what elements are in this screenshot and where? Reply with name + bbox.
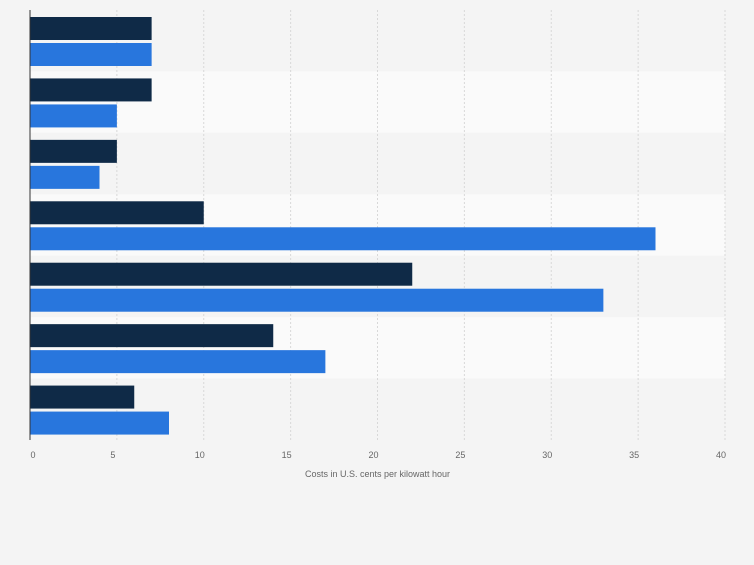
x-tick-label: 35: [629, 450, 639, 460]
bar-1-2[interactable]: [30, 78, 152, 102]
x-tick-label: 30: [542, 450, 552, 460]
x-tick-label: 20: [368, 450, 378, 460]
x-axis-label: Costs in U.S. cents per kilowatt hour: [305, 469, 450, 479]
bar-1-7[interactable]: [30, 385, 135, 409]
bar-1-1[interactable]: [30, 17, 152, 40]
x-tick-label: 10: [195, 450, 205, 460]
bar-2-3[interactable]: [30, 165, 100, 189]
x-tick-label: 5: [110, 450, 115, 460]
bar-1-3[interactable]: [30, 139, 117, 163]
bar-2-7[interactable]: [30, 411, 169, 435]
x-tick-label: 40: [716, 450, 726, 460]
bar-2-5[interactable]: [30, 288, 604, 312]
bar-1-5[interactable]: [30, 262, 413, 286]
bars: [30, 17, 656, 435]
x-tick-labels: 0 5 10 15 20 25 30 35 40: [30, 450, 726, 460]
bar-2-1[interactable]: [30, 43, 152, 66]
x-tick-label: 15: [282, 450, 292, 460]
bar-1-4[interactable]: [30, 201, 204, 225]
bar-2-4[interactable]: [30, 227, 656, 251]
x-tick-label: 0: [30, 450, 35, 460]
bar-2-6[interactable]: [30, 350, 326, 374]
x-tick-label: 25: [455, 450, 465, 460]
bar-2-2[interactable]: [30, 104, 117, 128]
bar-1-6[interactable]: [30, 324, 274, 348]
